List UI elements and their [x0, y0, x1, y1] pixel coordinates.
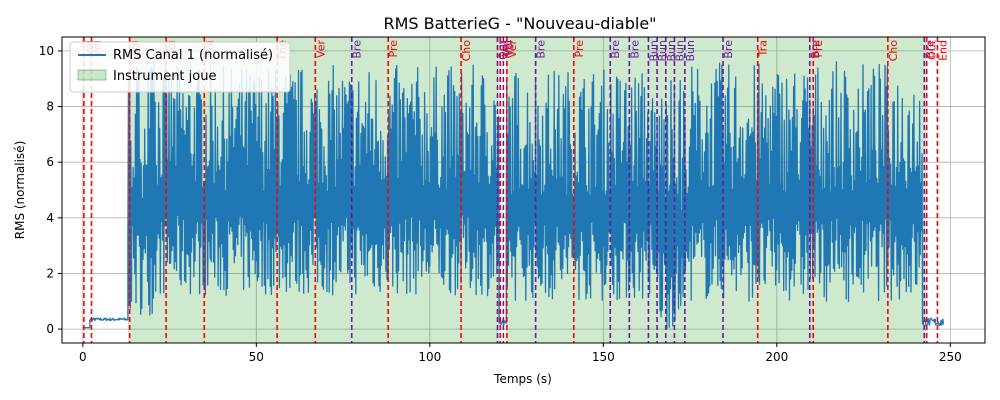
x-tick-label: 0: [79, 350, 87, 364]
legend-band-swatch: [77, 69, 107, 81]
legend-label-band: Instrument joue: [113, 69, 216, 84]
section-marker-label: Tra: [757, 40, 770, 57]
y-axis-label: RMS (normalisé): [13, 141, 27, 240]
plot-area: VoiVoiVoiVoiVoiTheVerBrePreChoOutVoiVoiV…: [39, 36, 986, 364]
section-marker-label: Bre: [722, 40, 735, 59]
section-marker-label: Pre: [387, 40, 400, 58]
section-marker-label: Pre: [573, 40, 586, 58]
section-marker-label: Bun: [673, 40, 686, 62]
section-marker-label: Ver: [314, 40, 327, 58]
x-tick-label: 50: [249, 350, 264, 364]
y-tick-label: 2: [46, 266, 54, 280]
rms-series-line: [82, 60, 945, 330]
x-tick-label: 250: [939, 350, 962, 364]
section-marker-label: Ver: [506, 40, 519, 58]
section-marker-label: Bre: [535, 40, 548, 59]
section-marker-label: Voi: [502, 40, 515, 56]
section-marker-label: Cho: [460, 40, 473, 62]
section-marker-label: Bre: [609, 40, 622, 59]
section-marker-label: Bre: [809, 40, 822, 59]
legend-label-rms: RMS Canal 1 (normalisé): [113, 48, 273, 63]
section-marker-label: Bre: [628, 40, 641, 59]
y-tick-label: 10: [39, 44, 54, 58]
chart-title: RMS BatterieG - "Nouveau-diable": [383, 14, 656, 33]
axes-frame: [61, 36, 986, 344]
section-marker-label: Bun: [684, 40, 697, 62]
section-marker-label: Out: [926, 39, 939, 60]
section-marker-label: Cho: [887, 40, 900, 62]
y-tick-label: 4: [46, 211, 54, 225]
section-marker-label: Voi: [499, 40, 512, 56]
section-marker-label: End: [937, 40, 950, 61]
section-marker-label: Bre: [351, 40, 364, 59]
y-tick-label: 6: [46, 155, 54, 169]
y-tick-label: 0: [46, 322, 54, 336]
legend-box: [69, 41, 291, 93]
legend: RMS Canal 1 (normalisé) Instrument joue: [69, 41, 291, 93]
section-marker-label: Pre: [812, 40, 825, 58]
x-tick-label: 150: [592, 350, 615, 364]
x-axis-label: Temps (s): [493, 372, 552, 386]
x-tick-label: 100: [418, 350, 441, 364]
y-tick-label: 8: [46, 100, 54, 114]
x-tick-label: 200: [765, 350, 788, 364]
